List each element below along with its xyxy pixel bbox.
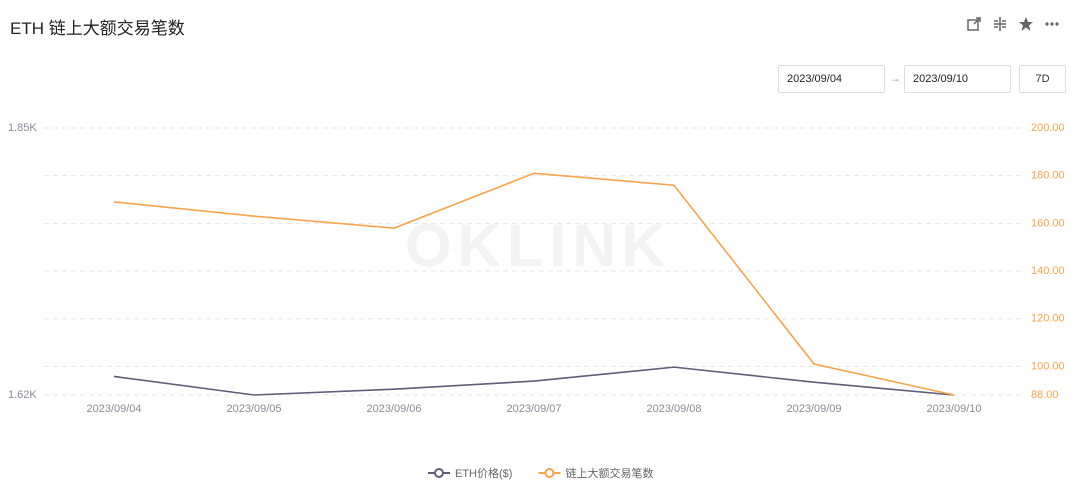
end-date-input[interactable]: 2023/09/10 xyxy=(904,65,1011,93)
legend-item: ETH价格($) xyxy=(428,466,512,480)
x-tick-label: 2023/09/06 xyxy=(366,403,421,415)
y2-tick-label: 88.00 xyxy=(1031,389,1059,401)
y2-tick-label: 160.00 xyxy=(1031,217,1065,229)
title: ETH 链上大额交易笔数 xyxy=(10,19,185,38)
end-date: 2023/09/10 xyxy=(913,73,969,85)
legend-label: 链上大额交易笔数 xyxy=(565,466,653,480)
start-date-input[interactable]: 2023/09/04 xyxy=(778,65,885,93)
x-tick-label: 2023/09/08 xyxy=(646,403,701,415)
y2-tick-label: 100.00 xyxy=(1031,360,1065,372)
legend-marker xyxy=(544,468,555,478)
toolbar xyxy=(966,16,1060,32)
legend-item: 链上大额交易笔数 xyxy=(538,466,653,480)
y2-tick-label: 200.00 xyxy=(1031,122,1065,134)
share-icon[interactable] xyxy=(966,16,982,32)
more-icon[interactable] xyxy=(1044,16,1060,32)
favorite-icon[interactable] xyxy=(1018,16,1034,32)
y2-tick-label: 140.00 xyxy=(1031,265,1065,277)
legend-label: ETH价格($) xyxy=(455,466,512,480)
arrow: → xyxy=(889,71,901,85)
legend-marker xyxy=(434,468,444,478)
x-tick-label: 2023/09/10 xyxy=(926,403,981,415)
x-tick-label: 2023/09/07 xyxy=(506,403,561,415)
compare-icon[interactable] xyxy=(992,16,1008,32)
y2-tick-label: 180.00 xyxy=(1031,170,1065,182)
x-tick-label: 2023/09/09 xyxy=(786,403,841,415)
y2-tick-label: 120.00 xyxy=(1031,313,1065,325)
range-button[interactable]: 7D xyxy=(1019,65,1066,93)
y-tick-label: 1.85K xyxy=(8,122,37,134)
series-line xyxy=(113,366,955,396)
x-tick-label: 2023/09/04 xyxy=(86,403,141,415)
series-line xyxy=(113,172,955,396)
y-tick-label: 1.62K xyxy=(8,389,37,401)
watermark: OKLINK xyxy=(405,212,671,279)
x-tick-label: 2023/09/05 xyxy=(226,403,281,415)
start-date: 2023/09/04 xyxy=(787,73,843,85)
